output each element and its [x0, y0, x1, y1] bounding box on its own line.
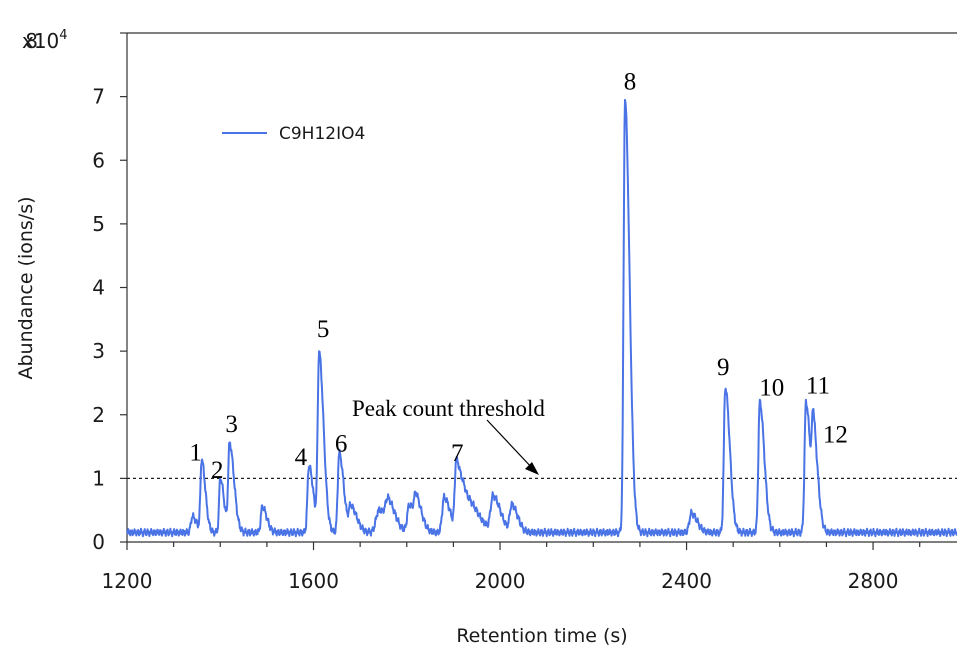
peak-label: 1: [189, 440, 202, 467]
x-tick-label: 1200: [102, 569, 153, 593]
plot-frame: [126, 32, 957, 543]
peak-label: 7: [451, 440, 464, 467]
y-axis-ticks: 0 1 2 3 4 5 6 7 8: [25, 29, 127, 554]
y-tick-label: 3: [92, 339, 105, 363]
series-line: [126, 98, 957, 538]
y-tick-label: 5: [92, 212, 105, 236]
peak-label: 4: [295, 444, 308, 471]
peak-label: 11: [806, 373, 830, 400]
x-tick-label: 2800: [848, 569, 899, 593]
peak-label: 3: [225, 411, 238, 438]
peak-label: 10: [759, 375, 784, 402]
threshold-label: Peak count threshold: [352, 396, 545, 421]
y-multiplier-base: x10: [22, 29, 59, 53]
y-tick-label: 1: [92, 466, 105, 490]
peak-label: 6: [335, 430, 348, 457]
peak-label: 9: [717, 354, 730, 381]
y-tick-label: 6: [92, 148, 105, 172]
peak-label: 5: [317, 316, 330, 343]
x-tick-label: 2000: [475, 569, 526, 593]
y-tick-label: 8: [25, 29, 38, 53]
threshold-arrow-line: [486, 419, 535, 471]
y-axis-title: Abundance (ions/s): [15, 196, 37, 379]
legend-label: C9H12IO4: [279, 124, 365, 144]
y-tick-label: 0: [92, 530, 105, 554]
threshold-annotation: Peak count threshold: [352, 396, 545, 475]
y-tick-label: 2: [92, 403, 105, 427]
y-tick-label: 7: [92, 85, 105, 109]
x-axis-title: Retention time (s): [456, 625, 627, 647]
threshold-arrow-head: [525, 462, 539, 475]
legend: C9H12IO4: [222, 124, 365, 144]
x-tick-label: 2400: [661, 569, 712, 593]
peak-label: 8: [624, 68, 637, 95]
peak-label: 12: [823, 422, 848, 449]
x-axis-ticks: 1200 1600 2000 2400 2800: [102, 542, 921, 593]
y-tick-label: 4: [92, 276, 105, 300]
y-multiplier-label: x104: [22, 28, 68, 53]
y-multiplier-exponent: 4: [59, 28, 67, 43]
x-tick-label: 1600: [288, 569, 339, 593]
peak-label: 2: [211, 457, 224, 484]
